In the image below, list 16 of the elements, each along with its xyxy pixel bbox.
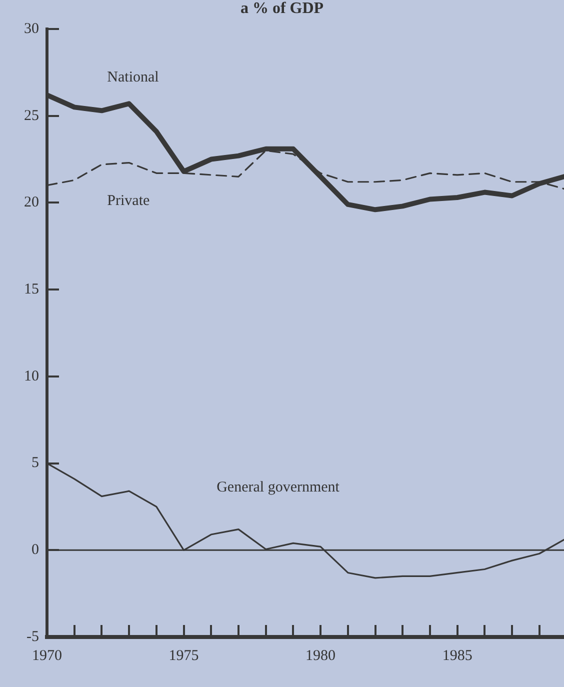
- series-label: National: [107, 70, 159, 86]
- y-tick-label: 10: [24, 368, 39, 384]
- x-tick-label: 1975: [168, 648, 199, 664]
- y-tick-label: 20: [24, 194, 39, 211]
- y-tick-label: 30: [24, 20, 39, 37]
- chart-title: a % of GDP: [239, 0, 325, 18]
- x-tick-label: 1970: [32, 648, 62, 664]
- y-tick-label: 0: [32, 542, 39, 558]
- y-tick-label: 25: [24, 108, 39, 124]
- y-tick-label: -5: [26, 628, 39, 645]
- y-tick-label: 5: [32, 455, 39, 472]
- x-tick-label: 1985: [442, 648, 472, 664]
- series-label: Private: [107, 192, 150, 209]
- text: General government: [216, 480, 340, 496]
- x-tick-label: 1980: [306, 648, 336, 664]
- y-tick-label: 15: [24, 282, 39, 298]
